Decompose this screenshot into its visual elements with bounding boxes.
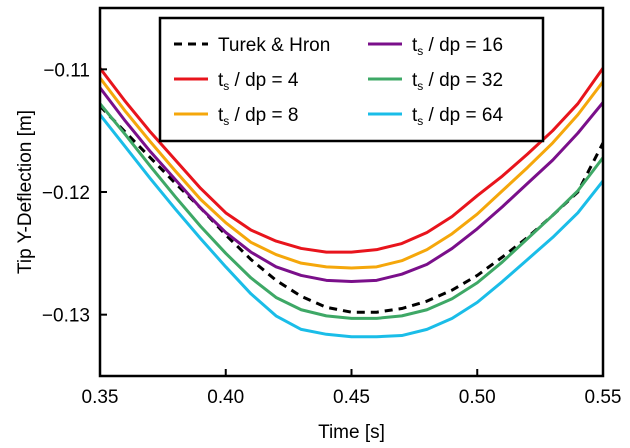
legend-label: ts / dp = 4: [218, 70, 299, 93]
series-line-1: [100, 67, 603, 254]
x-axis-label: Time [s]: [318, 422, 385, 443]
y-axis-label: Tip Y-Deflection [m]: [15, 110, 36, 274]
series-line-2: [100, 77, 603, 270]
x-tick-label: 0.35: [82, 387, 119, 408]
x-tick-label: 0.45: [333, 387, 370, 408]
y-tick-label: −0.12: [42, 183, 90, 204]
series-line-0: [100, 105, 603, 314]
x-tick-label: 0.55: [585, 387, 622, 408]
series-line-5: [100, 113, 603, 339]
legend-label: ts / dp = 8: [218, 105, 298, 128]
x-tick-label: 0.50: [459, 387, 496, 408]
legend-label: Turek & Hron: [218, 35, 330, 56]
x-tick-label: 0.40: [207, 387, 244, 408]
y-axis: −0.13 −0.12 −0.11: [42, 60, 107, 327]
legend-label: ts / dp = 16: [412, 35, 503, 58]
series-line-3: [100, 86, 603, 284]
legend-box: [158, 16, 545, 143]
y-tick-label: −0.13: [42, 306, 90, 327]
y-tick-label: −0.11: [43, 60, 90, 81]
legend: Turek & Hron ts / dp = 16 ts / dp = 4 ts / …: [158, 16, 545, 143]
x-axis: 0.35 0.40 0.45 0.50 0.55: [82, 369, 622, 408]
legend-label: ts / dp = 64: [412, 105, 503, 128]
legend-label: ts / dp = 32: [412, 70, 503, 93]
series-layer: [100, 67, 603, 339]
series-line-4: [100, 102, 603, 320]
